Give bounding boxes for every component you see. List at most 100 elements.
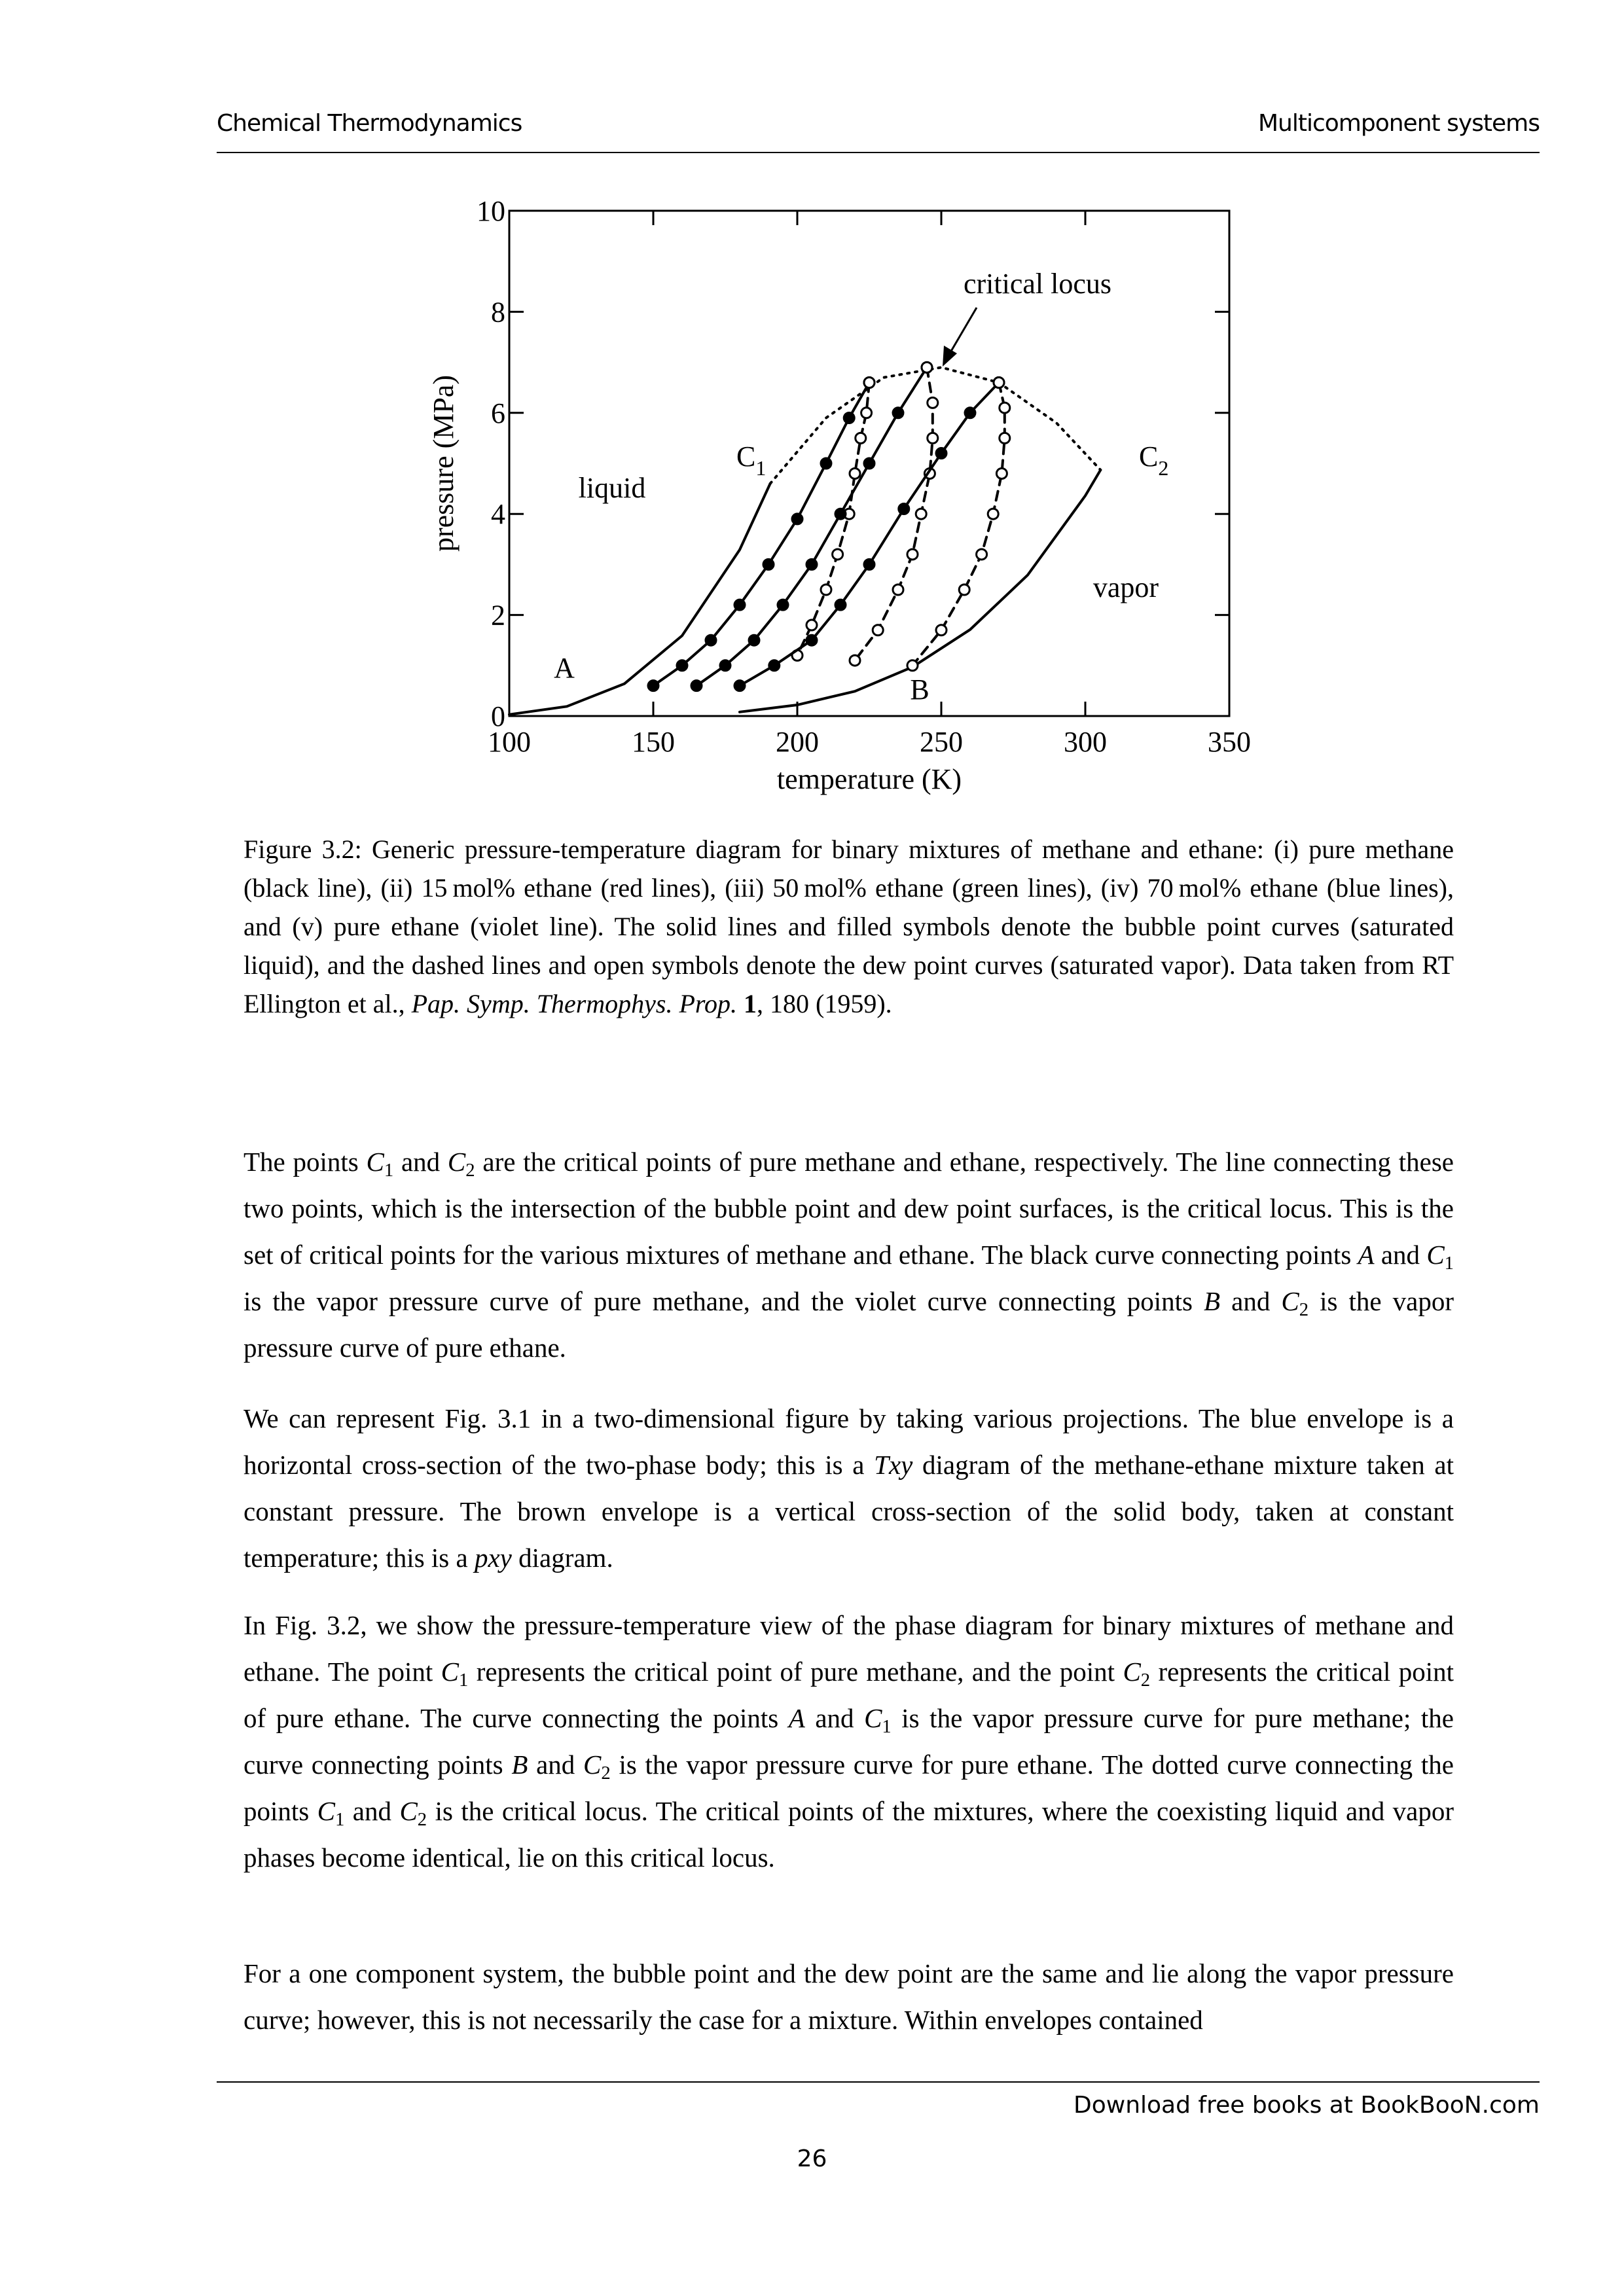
curve bbox=[768, 366, 1102, 485]
data-point bbox=[906, 659, 919, 672]
data-point bbox=[897, 502, 911, 515]
data-point bbox=[992, 376, 1005, 389]
text-run: is the vapor pressure curve of pure meth… bbox=[244, 1286, 1204, 1316]
annotation: B bbox=[910, 673, 929, 706]
text-run: and bbox=[393, 1147, 448, 1177]
curve bbox=[738, 469, 1102, 713]
text-run: 2 bbox=[1140, 1670, 1151, 1691]
annotation-sub: 2 bbox=[1158, 456, 1168, 480]
data-point bbox=[892, 406, 905, 420]
y-tick-label: 4 bbox=[491, 498, 505, 530]
plot-frame bbox=[508, 209, 1231, 717]
x-tick-label: 250 bbox=[920, 726, 963, 758]
data-point bbox=[964, 406, 977, 420]
text-run: A bbox=[1358, 1240, 1375, 1270]
text-run: C bbox=[317, 1796, 336, 1826]
text-run: 1 bbox=[384, 1160, 394, 1181]
annotation-main: C bbox=[736, 440, 755, 473]
data-point bbox=[647, 679, 660, 692]
footer-rule bbox=[217, 2081, 1540, 2083]
text-run: , 180 (1959). bbox=[757, 989, 892, 1018]
annotation-sub: 1 bbox=[755, 456, 766, 480]
data-point bbox=[975, 548, 988, 561]
text-run: C bbox=[864, 1703, 882, 1733]
data-point bbox=[805, 634, 818, 647]
x-tick-label: 150 bbox=[632, 726, 675, 758]
text-run: 1 bbox=[458, 1670, 469, 1691]
caption: Figure 3.2: Generic pressure-temperature… bbox=[244, 830, 1454, 1023]
y-tick-label: 6 bbox=[491, 397, 505, 429]
text-run: are the critical points of pure methane … bbox=[244, 1147, 1454, 1270]
data-point bbox=[926, 431, 939, 444]
text-run: We can represent Fig. 3.1 in a two-dimen… bbox=[244, 1403, 1454, 1480]
footer-link[interactable]: Download free books at BookBooN.com bbox=[1074, 2092, 1540, 2119]
text-run: 1 bbox=[335, 1809, 345, 1830]
text-run: 1 bbox=[882, 1716, 892, 1737]
data-point bbox=[935, 624, 948, 637]
text-run: diagram. bbox=[511, 1543, 613, 1573]
text-run: is the critical locus. The critical poin… bbox=[244, 1796, 1454, 1873]
text-run: represents the critical point of pure me… bbox=[468, 1657, 1123, 1687]
text-run: 2 bbox=[1299, 1299, 1309, 1320]
data-point bbox=[791, 512, 804, 526]
text-run: and bbox=[804, 1703, 865, 1733]
data-point bbox=[998, 431, 1011, 444]
data-point bbox=[863, 376, 876, 389]
text-run: C bbox=[1426, 1240, 1445, 1270]
data-point bbox=[863, 558, 876, 571]
data-point bbox=[776, 598, 789, 611]
curve bbox=[911, 381, 1006, 667]
text-run: 2 bbox=[465, 1160, 475, 1181]
arrow bbox=[947, 307, 978, 357]
text-run: C bbox=[1123, 1657, 1141, 1687]
arrow-head bbox=[943, 346, 957, 367]
paragraph: In Fig. 3.2, we show the pressure-temper… bbox=[244, 1602, 1454, 1881]
text-run: In Fig. 3.2, we show the pressure-temper… bbox=[244, 1610, 1454, 1687]
header-right: Multicomponent systems bbox=[1257, 110, 1540, 137]
text-run: C bbox=[583, 1749, 602, 1780]
text-run: A bbox=[788, 1703, 805, 1733]
data-point bbox=[834, 507, 847, 520]
data-point bbox=[892, 583, 905, 596]
data-point bbox=[805, 619, 818, 632]
text-run bbox=[737, 989, 744, 1018]
y-tick-label: 8 bbox=[491, 296, 505, 328]
y-tick-label: 10 bbox=[477, 195, 505, 227]
x-axis-label: temperature (K) bbox=[777, 763, 962, 795]
text-run: and bbox=[1220, 1286, 1282, 1316]
text-run: Txy bbox=[874, 1450, 913, 1480]
annotation: C2 bbox=[1139, 440, 1168, 480]
paragraph: We can represent Fig. 3.1 in a two-dimen… bbox=[244, 1395, 1454, 1581]
chart: 100 150 200 250 300 350 0 2 4 6 8 10 temperature (K)… bbox=[427, 195, 1251, 795]
data-point bbox=[748, 634, 761, 647]
data-point bbox=[998, 401, 1011, 414]
text-run: C bbox=[366, 1147, 384, 1177]
text-run: For a one component system, the bubble p… bbox=[244, 1958, 1454, 2035]
header-rule bbox=[217, 152, 1540, 153]
data-point bbox=[768, 659, 781, 672]
data-point bbox=[848, 654, 861, 667]
data-point bbox=[820, 457, 833, 470]
annotation: critical locus bbox=[964, 268, 1111, 300]
page-number: 26 bbox=[797, 2145, 827, 2172]
text-run: 1 bbox=[744, 989, 757, 1018]
text-run: Pap. Symp. Thermophys. Prop. bbox=[411, 989, 737, 1018]
x-tick-label: 350 bbox=[1208, 726, 1251, 758]
text-run: pxy bbox=[474, 1543, 512, 1573]
data-point bbox=[831, 548, 844, 561]
data-point bbox=[762, 558, 775, 571]
data-point bbox=[848, 467, 861, 480]
data-point bbox=[863, 457, 876, 470]
data-point bbox=[733, 679, 746, 692]
text-run: 2 bbox=[417, 1809, 427, 1830]
text-run: and bbox=[528, 1749, 584, 1780]
data-point bbox=[842, 412, 856, 425]
curve bbox=[652, 381, 871, 687]
annotation: liquid bbox=[579, 472, 646, 504]
data-point bbox=[834, 598, 847, 611]
x-tick-label: 100 bbox=[488, 726, 531, 758]
x-tick-label: 300 bbox=[1064, 726, 1107, 758]
data-point bbox=[805, 558, 818, 571]
text-run: is the vapor pressure curve for pure met… bbox=[244, 1703, 1454, 1780]
curve bbox=[508, 482, 772, 716]
